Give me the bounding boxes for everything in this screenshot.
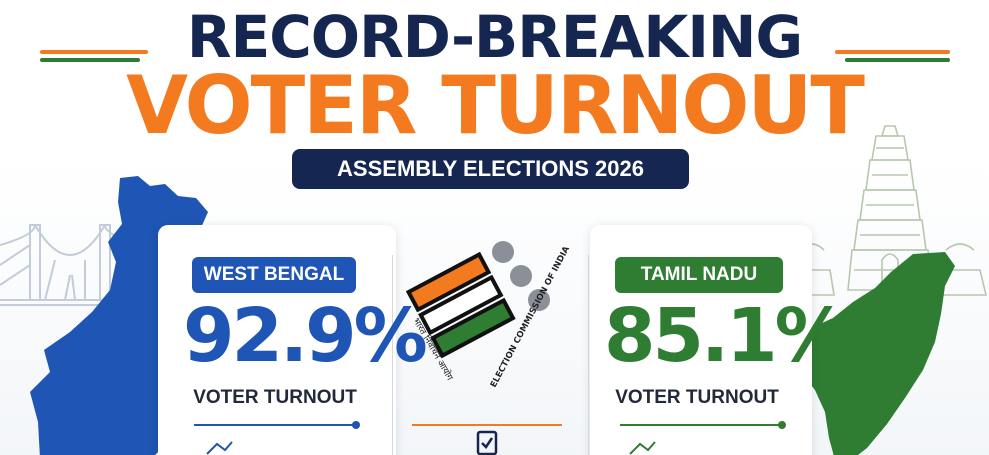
tamil-nadu-map-icon xyxy=(795,252,955,455)
eci-logo-icon: भारत निर्वाचन आयोग ELECTION COMMISSION O… xyxy=(405,241,572,389)
chart-hint-icon-left xyxy=(206,441,233,455)
underline-dot-west-bengal xyxy=(352,421,360,429)
decor-line-left-orange xyxy=(40,50,148,54)
turnout-value-west-bengal: 92.9% xyxy=(183,293,428,379)
decor-line-left-green xyxy=(40,58,140,62)
subtitle-pill: ASSEMBLY ELECTIONS 2026 xyxy=(292,149,689,189)
chart-hint-icon-right xyxy=(629,441,656,455)
turnout-value-tamil-nadu: 85.1% xyxy=(604,293,849,379)
underline-eci xyxy=(412,424,562,426)
title-line1: RECORD-BREAKING xyxy=(186,3,803,71)
divider-right xyxy=(588,255,589,455)
decor-line-right-orange xyxy=(835,50,950,54)
underline-tamil-nadu xyxy=(620,424,782,426)
turnout-label-tamil-nadu: VOTER TURNOUT xyxy=(615,387,779,408)
underline-dot-tamil-nadu xyxy=(778,421,786,429)
state-badge-west-bengal: WEST BENGAL xyxy=(192,257,356,293)
decor-line-right-green xyxy=(845,58,950,62)
state-badge-tamil-nadu: TAMIL NADU xyxy=(615,257,783,293)
turnout-label-west-bengal: VOTER TURNOUT xyxy=(193,387,357,408)
underline-west-bengal xyxy=(194,424,354,426)
ballot-check-icon xyxy=(476,430,498,455)
divider-left xyxy=(392,255,393,455)
title-line2: VOTER TURNOUT xyxy=(126,59,865,152)
